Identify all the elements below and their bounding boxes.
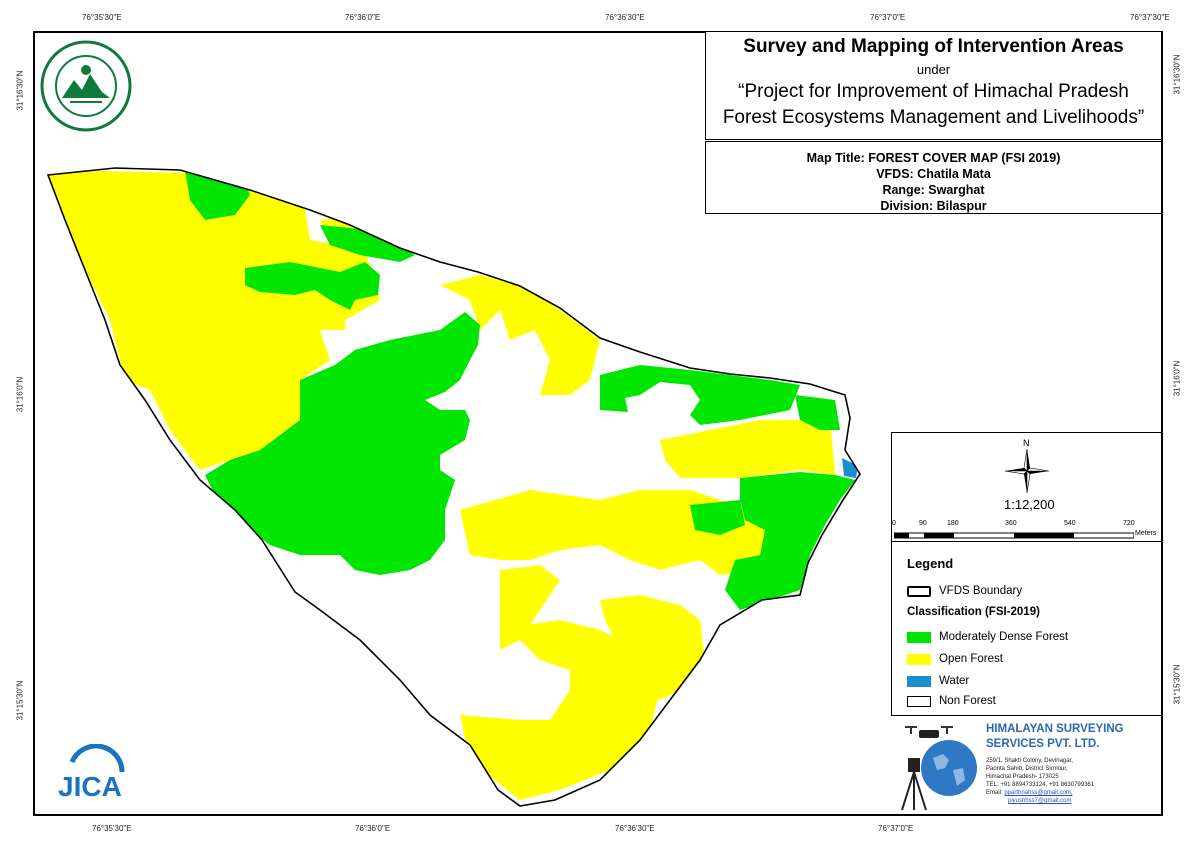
address-line-1: 259/1, Shakti Colony, Devinagar, [986,758,1073,764]
legend-title: Legend [907,556,954,571]
lon-top-2: 76°36'0"E [345,13,381,22]
moderately-dense-forest-areas [185,170,855,610]
company-name-line-2: SERVICES PVT. LTD. [986,738,1100,750]
legend-label-moderately-dense: Moderately Dense Forest [939,631,1069,643]
total-station-icon [901,758,927,811]
open-forest-swatch [907,653,931,665]
globe-icon [921,740,977,796]
lon-top-4: 76°37'0"E [870,13,906,22]
under-text: under [916,62,951,77]
scale-tick-360: 360 [1005,520,1017,527]
moderately-dense-swatch [907,631,931,643]
jica-logo: JICA [58,744,125,802]
address-line-2: Paonta Sahib, District Sirmour, [986,766,1068,772]
drone-icon [905,726,953,738]
legend-label-water: Water [939,675,970,687]
email-link-2[interactable]: piyushhss7@gmail.com [1008,798,1072,804]
north-arrow-icon [1005,449,1049,493]
water-swatch [907,675,931,687]
email-label: Email: [986,790,1003,796]
address-line-4: TEL: +91 8894733124, +91 8630799361 [986,782,1095,788]
scale-bar [894,532,1134,539]
svg-text:JICA: JICA [58,771,122,802]
lon-bottom-4: 76°37'0"E [878,824,914,833]
vfds-name: VFDS: Chatila Mata [876,167,991,181]
email-line-2: piyushhss7@gmail.com [986,797,1094,805]
legend: Legend VFDS Boundary Classification (FSI… [891,542,1161,716]
scale-tick-180: 180 [947,520,959,527]
project-line-1: “Project for Improvement of Himachal Pra… [738,81,1129,102]
legend-label-open-forest: Open Forest [939,653,1003,665]
company-name: HIMALAYAN SURVEYING SERVICES PVT. LTD. [986,722,1124,752]
email-line: Email: pparthnahss@gmail.com, [986,789,1094,797]
scale-tick-720: 720 [1123,520,1135,527]
lon-top-1: 76°35'30"E [82,13,122,22]
lon-bottom-2: 76°36'0"E [355,824,391,833]
lon-bottom-3: 76°36'30"E [615,824,655,833]
map-info-block: Map Title: FOREST COVER MAP (FSI 2019) V… [705,141,1161,214]
scale-unit: Meters [1135,530,1157,537]
division-name: Division: Bilaspur [880,199,987,213]
legend-label-boundary: VFDS Boundary [939,585,1023,597]
legend-item-water: Water [907,674,969,688]
legend-item-moderately-dense: Moderately Dense Forest [907,630,1068,644]
address-line-3: Himachal Pradesh- 173025 [986,774,1059,780]
company-name-line-1: HIMALAYAN SURVEYING [986,723,1124,735]
scale-ratio: 1:12,200 [1004,497,1055,512]
north-letter: N [1023,438,1030,448]
scale-block: N 1:12,200 0 90 180 360 540 720 Meters [891,432,1161,542]
lon-bottom-1: 76°35'30"E [92,824,132,833]
title-block: Survey and Mapping of Intervention Areas… [705,32,1161,140]
lon-top-5: 76°37'30"E [1130,13,1170,22]
project-line-2: Forest Ecosystems Management and Livelih… [722,107,1145,128]
scale-tick-0: 0 [892,520,896,527]
vfds-boundary [46,167,861,807]
range-name: Range: Swarghat [882,183,985,197]
non-forest-swatch [907,695,931,707]
legend-item-non-forest: Non Forest [907,694,996,708]
forest-department-emblem [40,40,132,132]
legend-item-open-forest: Open Forest [907,652,1003,666]
main-title: Survey and Mapping of Intervention Areas [743,36,1124,57]
company-address: 259/1, Shakti Colony, Devinagar, Paonta … [986,757,1094,805]
company-block: HIMALAYAN SURVEYING SERVICES PVT. LTD. 2… [891,716,1161,814]
legend-item-boundary: VFDS Boundary [907,584,1022,598]
email-link-1[interactable]: pparthnahss@gmail.com, [1004,790,1073,796]
map-title: Map Title: FOREST COVER MAP (FSI 2019) [806,151,1061,165]
legend-label-non-forest: Non Forest [939,695,996,707]
boundary-swatch [907,585,931,597]
legend-classification-title: Classification (FSI-2019) [907,606,1040,618]
open-forest-areas [48,170,835,800]
scale-tick-540: 540 [1064,520,1076,527]
lon-top-3: 76°36'30"E [605,13,645,22]
water-area [842,458,858,478]
scale-tick-90: 90 [919,520,927,527]
